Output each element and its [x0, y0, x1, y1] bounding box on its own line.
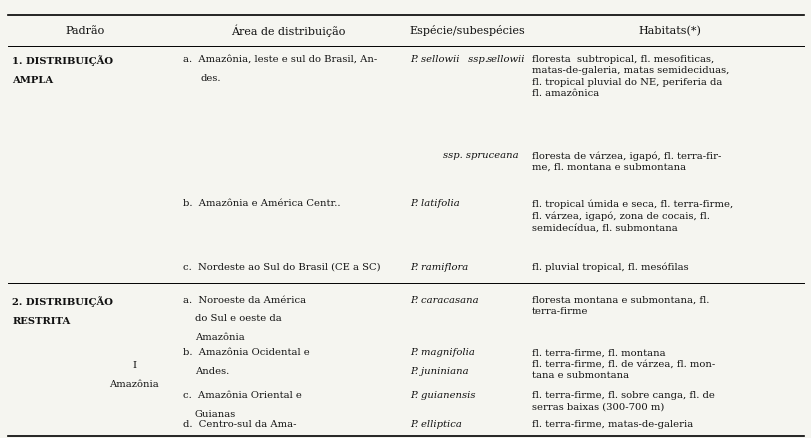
Text: fl. pluvial tropical, fl. mesófilas: fl. pluvial tropical, fl. mesófilas [531, 263, 688, 272]
Text: b.  Amazônia Ocidental e: b. Amazônia Ocidental e [182, 348, 309, 357]
Text: ssp. spruceana: ssp. spruceana [442, 151, 517, 160]
Text: I: I [132, 361, 135, 371]
Text: c.  Nordeste ao Sul do Brasil (CE a SC): c. Nordeste ao Sul do Brasil (CE a SC) [182, 263, 380, 272]
Text: fl. terra-firme, matas-de-galeria: fl. terra-firme, matas-de-galeria [531, 420, 693, 430]
Text: P. caracasana: P. caracasana [410, 296, 478, 305]
Text: c.  Amazônia Oriental e: c. Amazônia Oriental e [182, 391, 301, 400]
Text: floresta de várzea, igapó, fl. terra-fir-
me, fl. montana e submontana: floresta de várzea, igapó, fl. terra-fir… [531, 151, 720, 172]
Text: P. guianensis: P. guianensis [410, 391, 475, 400]
Text: Amazônia: Amazônia [195, 333, 244, 343]
Text: Espécie/subespécies: Espécie/subespécies [409, 25, 524, 36]
Text: des.: des. [200, 74, 221, 84]
Text: a.  Amazônia, leste e sul do Brasil, An-: a. Amazônia, leste e sul do Brasil, An- [182, 55, 376, 64]
Text: P. juniniana: P. juniniana [410, 367, 468, 376]
Text: P. ramiflora: P. ramiflora [410, 263, 468, 272]
Text: fl. terra-firme, fl. montana
fl. terra-firme, fl. de várzea, fl. mon-
tana e sub: fl. terra-firme, fl. montana fl. terra-f… [531, 348, 714, 380]
Text: fl. terra-firme, fl. sobre canga, fl. de
serras baixas (300-700 m): fl. terra-firme, fl. sobre canga, fl. de… [531, 391, 714, 411]
Text: ssp.: ssp. [465, 55, 491, 64]
Text: floresta montana e submontana, fl.
terra-firme: floresta montana e submontana, fl. terra… [531, 296, 708, 316]
Text: floresta  subtropical, fl. mesofiticas,
matas-de-galeria, matas semideciduas,
fl: floresta subtropical, fl. mesofiticas, m… [531, 55, 728, 98]
Text: 1. DISTRIBUIÇÃO: 1. DISTRIBUIÇÃO [12, 55, 113, 66]
Text: b.  Amazônia e América Centr..: b. Amazônia e América Centr.. [182, 199, 340, 208]
Text: fl. tropical úmida e seca, fl. terra-firme,
fl. várzea, igapó, zona de cocais, f: fl. tropical úmida e seca, fl. terra-fir… [531, 199, 732, 233]
Text: 2. DISTRIBUIÇÃO: 2. DISTRIBUIÇÃO [12, 296, 113, 307]
Text: sellowii: sellowii [487, 55, 525, 64]
Text: Amazônia: Amazônia [109, 380, 159, 389]
Text: Padrão: Padrão [66, 26, 105, 35]
Text: do Sul e oeste da: do Sul e oeste da [195, 314, 281, 324]
Text: d.  Centro-sul da Ama-: d. Centro-sul da Ama- [182, 420, 296, 430]
Text: Área de distribuição: Área de distribuição [231, 25, 345, 37]
Text: AMPLA: AMPLA [12, 76, 54, 85]
Text: Guianas: Guianas [195, 410, 236, 419]
Text: P. elliptica: P. elliptica [410, 420, 461, 430]
Text: P. latifolia: P. latifolia [410, 199, 459, 208]
Text: P. sellowii: P. sellowii [410, 55, 459, 64]
Text: a.  Noroeste da América: a. Noroeste da América [182, 296, 306, 305]
Text: Andes.: Andes. [195, 367, 229, 376]
Text: Habitats(*): Habitats(*) [637, 25, 701, 36]
Text: P. magnifolia: P. magnifolia [410, 348, 474, 357]
Text: RESTRITA: RESTRITA [12, 317, 71, 326]
